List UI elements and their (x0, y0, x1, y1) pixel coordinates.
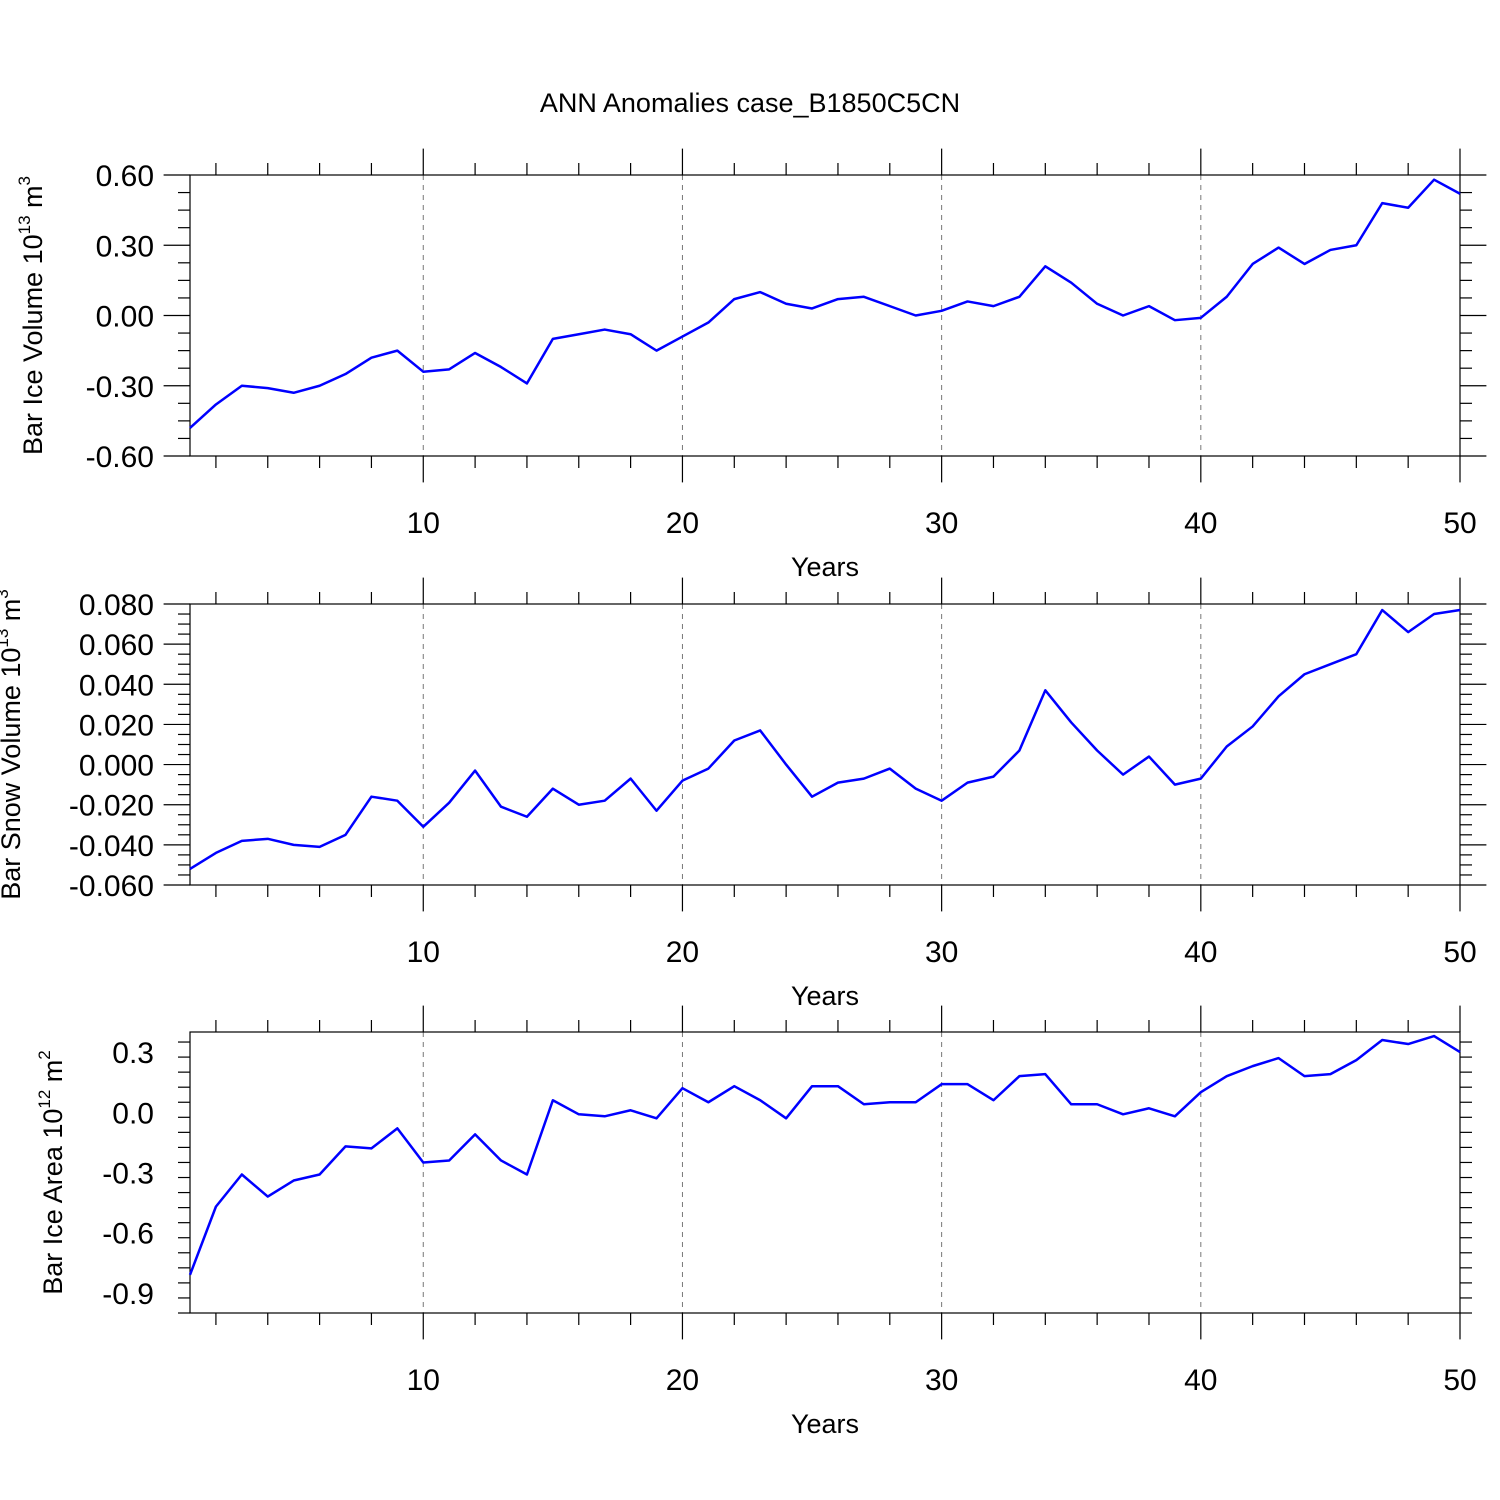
x-tick-label: 20 (666, 507, 699, 540)
x-axis-label: Years (791, 552, 859, 582)
y-tick-label: -0.020 (69, 790, 154, 823)
x-tick-label: 10 (407, 936, 440, 969)
y-tick-label: 0.30 (96, 230, 154, 263)
x-tick-label: 30 (925, 507, 958, 540)
series-line (189, 178, 1461, 429)
y-tick-label: 0.000 (79, 750, 154, 783)
x-axis-label: Years (791, 981, 859, 1011)
y-axis-label: Bar Ice Volume 1013 m3 (15, 176, 48, 455)
x-tick-label: 30 (925, 936, 958, 969)
y-tick-label: -0.040 (69, 830, 154, 863)
series-line (188, 1034, 1461, 1276)
chart-title: ANN Anomalies case_B1850C5CN (540, 88, 960, 118)
x-tick-label: 40 (1184, 936, 1217, 969)
plot-frame (189, 603, 1461, 886)
y-tick-label: 0.080 (79, 589, 154, 622)
x-tick-label: 50 (1443, 936, 1476, 969)
y-axis-label: Bar Snow Volume 1013 m3 (0, 589, 26, 900)
x-tick-label: 50 (1443, 507, 1476, 540)
y-tick-label: 0.00 (96, 301, 154, 334)
plot-frame (189, 1031, 1461, 1314)
x-tick-label: 40 (1184, 507, 1217, 540)
panel-3: -0.9 -0.6 -0.3 0.0 0.3 10 20 30 40 50 Years Bar Ice… (35, 1005, 1477, 1439)
x-tick-label: 10 (407, 1364, 440, 1397)
y-tick-label: -0.30 (86, 371, 154, 404)
panel-2: -0.060 -0.040 -0.020 0.000 0.020 0.040 0.060 0.… (0, 577, 1487, 1011)
x-tick-label: 20 (666, 1364, 699, 1397)
y-tick-label: 0.040 (79, 669, 154, 702)
y-tick-label: -0.3 (102, 1158, 154, 1191)
x-tick-label: 10 (407, 507, 440, 540)
y-tick-label: -0.6 (102, 1218, 154, 1251)
y-axis-label: Bar Ice Area 1012 m2 (35, 1050, 68, 1295)
series-line (189, 608, 1461, 871)
y-tick-label: 0.60 (96, 160, 154, 193)
x-tick-label: 20 (666, 936, 699, 969)
x-tick-label: 50 (1443, 1364, 1476, 1397)
x-axis-label: Years (791, 1409, 859, 1439)
panels: -0.60 -0.30 0.00 0.30 0.60 10 20 30 40 50 Years Bar… (0, 148, 1487, 1439)
y-tick-label: 0.0 (112, 1097, 154, 1130)
y-tick-label: -0.60 (86, 441, 154, 474)
y-tick-label: 0.020 (79, 709, 154, 742)
x-tick-label: 40 (1184, 1364, 1217, 1397)
x-tick-label: 30 (925, 1364, 958, 1397)
y-tick-label: -0.060 (69, 870, 154, 903)
panel-1: -0.60 -0.30 0.00 0.30 0.60 10 20 30 40 50 Years Bar… (15, 148, 1487, 582)
y-tick-label: -0.9 (102, 1278, 154, 1311)
y-tick-label: 0.060 (79, 629, 154, 662)
plot-frame (189, 174, 1461, 457)
y-tick-label: 0.3 (112, 1037, 154, 1070)
